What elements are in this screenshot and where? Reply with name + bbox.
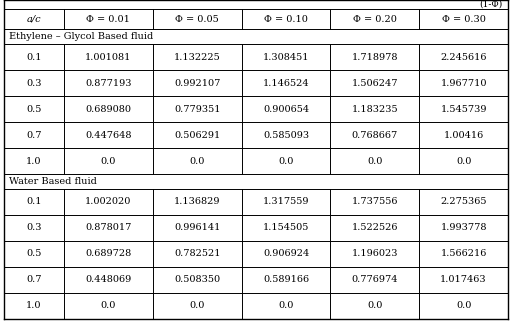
Text: 0.0: 0.0 [101, 156, 116, 166]
Text: 1.017463: 1.017463 [440, 275, 487, 285]
Text: 0.5: 0.5 [26, 105, 41, 113]
Text: Φ = 0.20: Φ = 0.20 [353, 14, 397, 23]
Text: Φ = 0.01: Φ = 0.01 [87, 14, 131, 23]
Text: 1.0: 1.0 [26, 156, 42, 166]
Text: 1.154505: 1.154505 [263, 224, 309, 232]
Text: 0.900654: 0.900654 [263, 105, 309, 113]
Text: 0.0: 0.0 [279, 302, 294, 310]
Text: 0.508350: 0.508350 [174, 275, 220, 285]
Text: 0.878017: 0.878017 [85, 224, 132, 232]
Text: 0.3: 0.3 [26, 79, 42, 87]
Text: 0.0: 0.0 [456, 156, 471, 166]
Text: 0.0: 0.0 [367, 302, 382, 310]
Text: 0.689080: 0.689080 [86, 105, 132, 113]
Text: 0.447648: 0.447648 [85, 130, 132, 140]
Text: 0.0: 0.0 [456, 302, 471, 310]
Text: 0.589166: 0.589166 [263, 275, 309, 285]
Text: 1.317559: 1.317559 [263, 198, 309, 206]
Text: 0.585093: 0.585093 [263, 130, 309, 140]
Text: 2.245616: 2.245616 [440, 52, 487, 62]
Text: 1.196023: 1.196023 [352, 249, 398, 259]
Text: (1-Φ): (1-Φ) [480, 0, 503, 9]
Text: 1.993778: 1.993778 [440, 224, 487, 232]
Text: 0.7: 0.7 [26, 130, 42, 140]
Text: 1.132225: 1.132225 [174, 52, 221, 62]
Text: 0.906924: 0.906924 [263, 249, 309, 259]
Text: 0.506291: 0.506291 [174, 130, 220, 140]
Text: Water Based fluid: Water Based fluid [9, 177, 97, 186]
Text: 0.3: 0.3 [26, 224, 42, 232]
Text: 0.768667: 0.768667 [352, 130, 398, 140]
Text: 0.689728: 0.689728 [86, 249, 132, 259]
Text: 1.146524: 1.146524 [263, 79, 309, 87]
Text: 0.0: 0.0 [367, 156, 382, 166]
Text: 1.002020: 1.002020 [85, 198, 132, 206]
Text: a/c: a/c [27, 14, 41, 23]
Text: 1.545739: 1.545739 [440, 105, 487, 113]
Text: 1.001081: 1.001081 [85, 52, 132, 62]
Text: 0.0: 0.0 [101, 302, 116, 310]
Text: 0.782521: 0.782521 [174, 249, 221, 259]
Text: 1.136829: 1.136829 [174, 198, 221, 206]
Text: 1.718978: 1.718978 [352, 52, 398, 62]
Text: 0.7: 0.7 [26, 275, 42, 285]
Text: 0.448069: 0.448069 [86, 275, 132, 285]
Text: 1.506247: 1.506247 [352, 79, 398, 87]
Text: 0.1: 0.1 [26, 52, 42, 62]
Text: 0.779351: 0.779351 [174, 105, 221, 113]
Text: Φ = 0.10: Φ = 0.10 [264, 14, 308, 23]
Text: 0.996141: 0.996141 [174, 224, 220, 232]
Text: Φ = 0.30: Φ = 0.30 [442, 14, 485, 23]
Text: Φ = 0.05: Φ = 0.05 [175, 14, 219, 23]
Text: 1.183235: 1.183235 [351, 105, 398, 113]
Text: 1.0: 1.0 [26, 302, 42, 310]
Text: 1.737556: 1.737556 [352, 198, 398, 206]
Text: 0.0: 0.0 [189, 156, 205, 166]
Text: 1.308451: 1.308451 [263, 52, 309, 62]
Text: 0.0: 0.0 [279, 156, 294, 166]
Text: 1.967710: 1.967710 [440, 79, 487, 87]
Text: 1.566216: 1.566216 [440, 249, 487, 259]
Text: 1.00416: 1.00416 [443, 130, 484, 140]
Text: 0.0: 0.0 [189, 302, 205, 310]
Text: 0.877193: 0.877193 [85, 79, 132, 87]
Text: 0.5: 0.5 [26, 249, 41, 259]
Text: 0.1: 0.1 [26, 198, 42, 206]
Text: 0.776974: 0.776974 [352, 275, 398, 285]
Text: 0.992107: 0.992107 [174, 79, 220, 87]
Text: Ethylene – Glycol Based fluid: Ethylene – Glycol Based fluid [9, 32, 153, 41]
Text: 1.522526: 1.522526 [352, 224, 398, 232]
Text: 2.275365: 2.275365 [440, 198, 487, 206]
